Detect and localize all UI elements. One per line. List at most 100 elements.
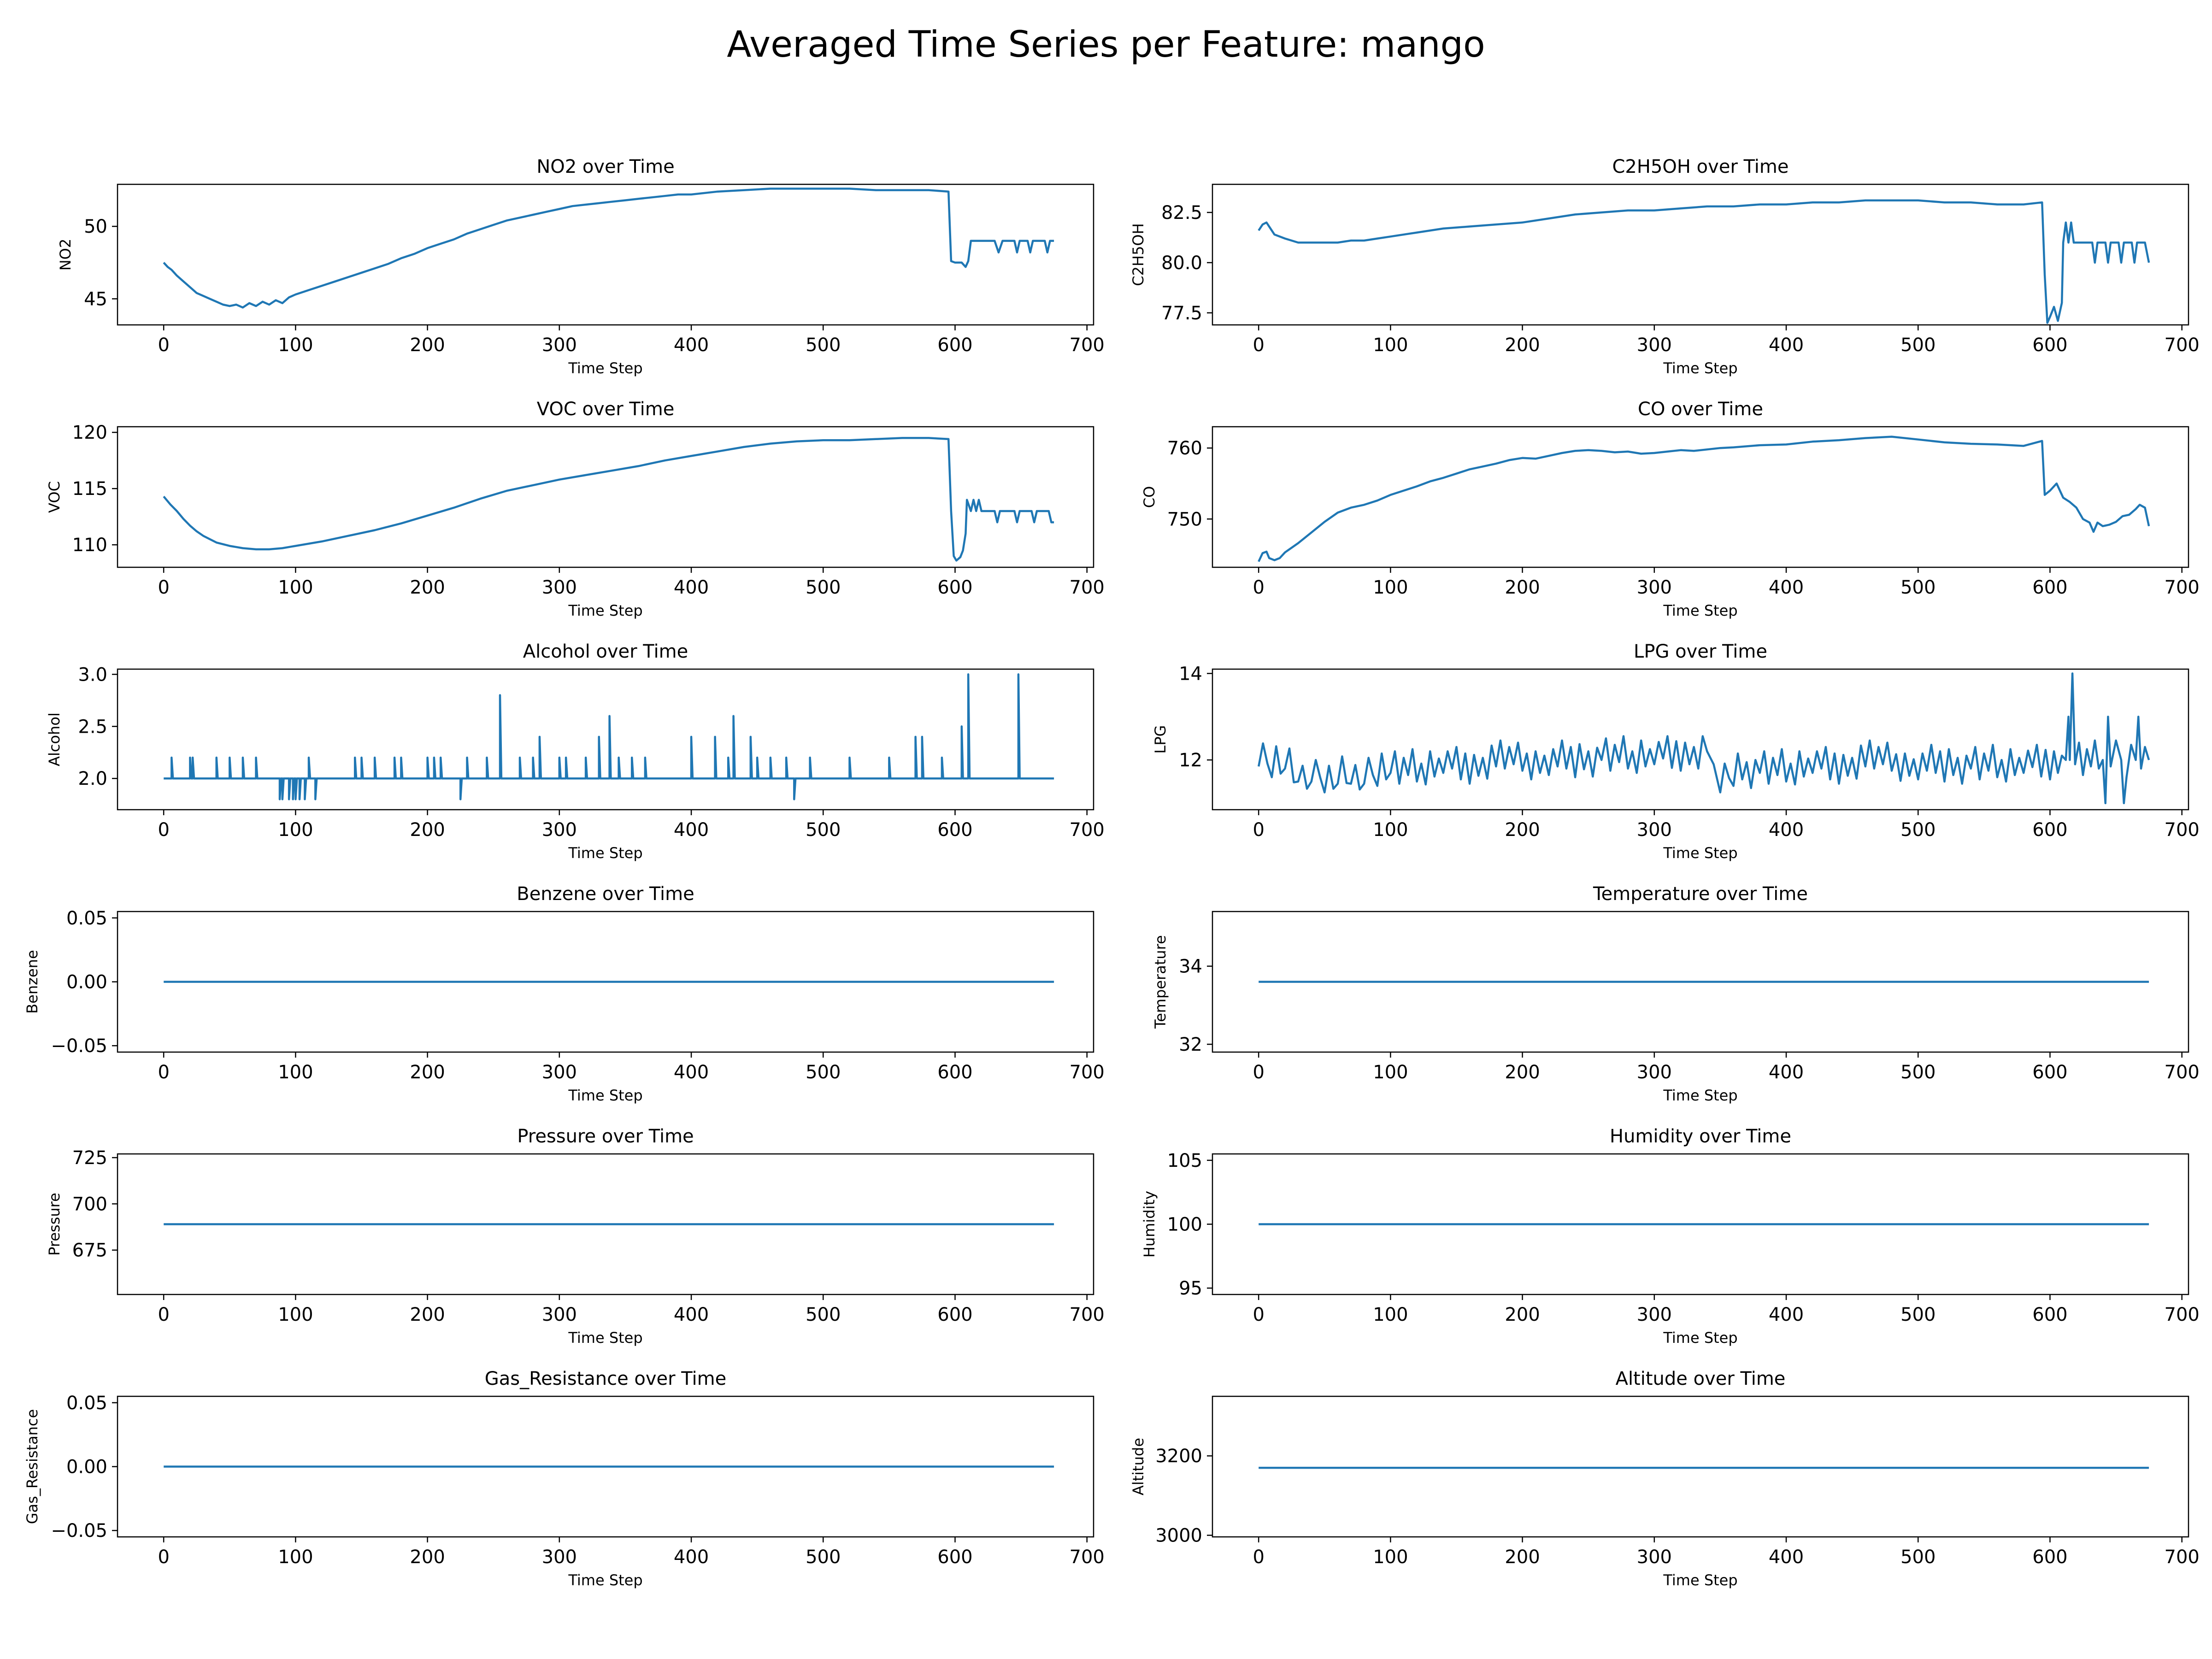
chart-altitude: 0 100 200 300 400 500 600 700 3000 3200 Altitude o…	[1130, 1368, 2200, 1589]
y-tick-label: 0.05	[66, 908, 107, 929]
x-tick-label: 600	[2032, 1547, 2067, 1568]
x-tick-label: 300	[542, 577, 577, 598]
axes-frame	[117, 1153, 1094, 1295]
x-tick-label: 0	[1253, 1304, 1264, 1325]
axes-frame	[1212, 668, 2189, 811]
x-axis-label: Time Step	[568, 1087, 642, 1104]
x-tick-label: 0	[158, 819, 169, 841]
x-tick-label: 700	[1070, 335, 1105, 356]
chart-title: Temperature over Time	[1593, 883, 1808, 905]
y-tick-label: 14	[1179, 663, 1202, 684]
x-tick-label: 500	[806, 1304, 841, 1325]
chart-title: Pressure over Time	[517, 1126, 694, 1147]
x-tick-label: 600	[937, 577, 972, 598]
axes-frame	[117, 668, 1094, 811]
x-tick-label: 400	[674, 335, 709, 356]
x-tick-label: 200	[410, 335, 445, 356]
figure-title: Averaged Time Series per Feature: mango	[727, 24, 1485, 65]
y-axis-label: LPG	[1152, 725, 1169, 754]
y-tick-label: 45	[84, 288, 107, 310]
x-tick-label: 600	[937, 819, 972, 841]
y-tick-label: 3.0	[78, 664, 107, 685]
x-tick-label: 100	[1373, 1547, 1408, 1568]
chart-humidity: 0 100 200 300 400 500 600 700 95 100 105 Humidity o…	[1141, 1126, 2200, 1347]
x-tick-label: 0	[158, 335, 169, 356]
x-tick-label: 400	[1769, 335, 1804, 356]
x-tick-label: 400	[674, 1304, 709, 1325]
x-tick-label: 100	[1373, 335, 1408, 356]
y-axis-label: Benzene	[24, 950, 41, 1013]
y-axis-label: VOC	[46, 481, 63, 513]
x-tick-label: 200	[1505, 1304, 1540, 1325]
x-tick-label: 300	[1637, 577, 1672, 598]
y-tick-label: 700	[72, 1194, 107, 1215]
y-tick-label: −0.05	[51, 1520, 107, 1541]
x-tick-label: 0	[1253, 819, 1264, 841]
x-tick-label: 0	[158, 1547, 169, 1568]
y-axis-label: Humidity	[1141, 1191, 1158, 1258]
x-tick-label: 200	[410, 1304, 445, 1325]
x-tick-label: 500	[806, 335, 841, 356]
y-tick-label: 120	[72, 422, 107, 443]
chart-temperature: 0 100 200 300 400 500 600 700 32 34 Temperature ov…	[1152, 883, 2200, 1104]
y-tick-label: 750	[1167, 509, 1202, 530]
chart-title: Altitude over Time	[1616, 1368, 1786, 1389]
x-axis-label: Time Step	[1663, 1087, 1737, 1104]
series-line-c2h5oh	[1258, 199, 2150, 324]
y-tick-label: 95	[1179, 1278, 1202, 1299]
x-tick-label: 500	[806, 819, 841, 841]
x-tick-label: 0	[1253, 335, 1264, 356]
x-tick-label: 200	[1505, 577, 1540, 598]
y-axis-label: Gas_Resistance	[24, 1409, 41, 1524]
y-tick-label: 2.0	[78, 768, 107, 789]
x-tick-label: 100	[1373, 1062, 1408, 1083]
x-tick-label: 200	[410, 819, 445, 841]
x-tick-label: 700	[2165, 577, 2200, 598]
x-tick-label: 700	[1070, 1304, 1105, 1325]
chart-benzene: 0 100 200 300 400 500 600 700 −0.05 0.00 0.05 Benze…	[24, 883, 1105, 1104]
axes-frame	[117, 183, 1094, 326]
x-tick-label: 500	[1900, 577, 1936, 598]
chart-title: Humidity over Time	[1610, 1126, 1791, 1147]
y-tick-label: 0.05	[66, 1393, 107, 1414]
x-tick-label: 100	[1373, 1304, 1408, 1325]
x-tick-label: 600	[2032, 1062, 2067, 1083]
series-line-no2	[163, 188, 1054, 309]
x-tick-label: 400	[674, 1547, 709, 1568]
x-tick-label: 500	[806, 1062, 841, 1083]
x-tick-label: 400	[1769, 1547, 1804, 1568]
y-axis-label: Altitude	[1130, 1438, 1147, 1495]
x-tick-label: 300	[542, 1547, 577, 1568]
x-tick-label: 400	[674, 819, 709, 841]
x-tick-label: 300	[542, 1304, 577, 1325]
x-tick-label: 400	[1769, 1304, 1804, 1325]
x-tick-label: 600	[2032, 819, 2067, 841]
chart-gas-resistance: 0 100 200 300 400 500 600 700 −0.05 0.00 0.05 Gas_R…	[24, 1368, 1105, 1589]
x-tick-label: 600	[2032, 335, 2067, 356]
x-tick-label: 500	[806, 1547, 841, 1568]
y-tick-label: 34	[1179, 956, 1202, 977]
x-tick-label: 600	[937, 1547, 972, 1568]
series-line-alcohol	[164, 673, 1054, 800]
y-tick-label: 12	[1179, 750, 1202, 771]
x-tick-label: 500	[1900, 1547, 1936, 1568]
chart-co: 0 100 200 300 400 500 600 700 750 760 CO over Time…	[1141, 399, 2200, 619]
axes-frame	[117, 426, 1094, 568]
x-tick-label: 500	[1900, 1304, 1936, 1325]
chart-voc: 0 100 200 300 400 500 600 700 110 115 120 VOC over …	[46, 399, 1105, 619]
y-tick-label: 32	[1179, 1034, 1202, 1055]
x-tick-label: 0	[1253, 1062, 1264, 1083]
x-tick-label: 100	[278, 1062, 313, 1083]
x-tick-label: 600	[937, 1062, 972, 1083]
axes-frame	[1212, 911, 2189, 1053]
x-tick-label: 300	[542, 335, 577, 356]
chart-title: Gas_Resistance over Time	[485, 1368, 726, 1389]
y-axis-label: Temperature	[1152, 935, 1169, 1029]
x-tick-label: 700	[2165, 819, 2200, 841]
chart-title: Benzene over Time	[517, 883, 694, 905]
x-tick-label: 400	[674, 577, 709, 598]
x-axis-label: Time Step	[568, 1329, 642, 1347]
axes-frame	[1212, 183, 2189, 326]
y-axis-label: Alcohol	[46, 712, 63, 766]
x-tick-label: 300	[1637, 1547, 1672, 1568]
